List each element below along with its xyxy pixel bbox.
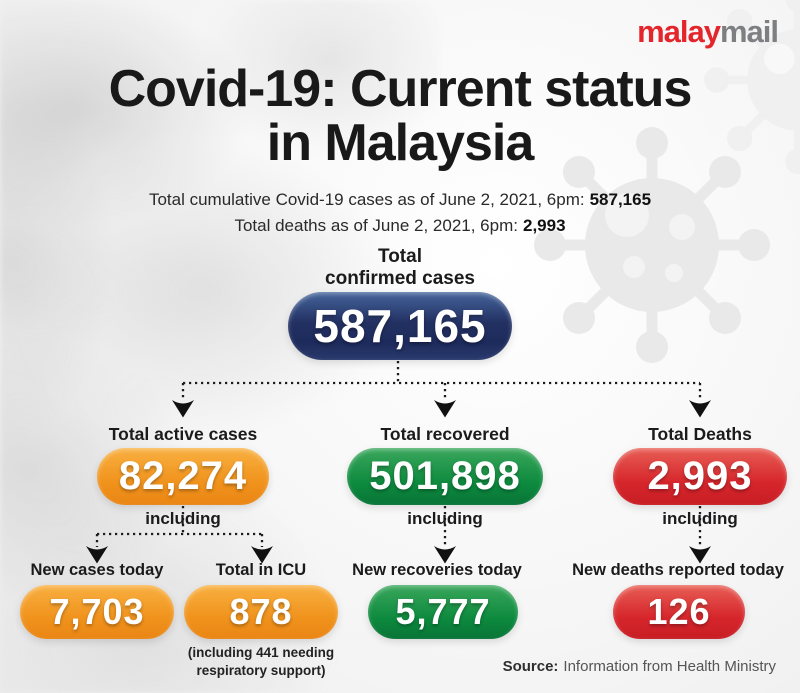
total-deaths-pill: 2,993	[613, 448, 787, 505]
active-including-label: including	[145, 509, 221, 528]
new-deaths-label: New deaths reported today	[572, 561, 784, 579]
recovered-label: Total recovered	[380, 424, 510, 444]
new-cases-label: New cases today	[30, 561, 164, 579]
title-line-2: in Malaysia	[266, 114, 534, 173]
summary-lines: Total cumulative Covid-19 cases as of Ju…	[0, 187, 800, 240]
new-cases-pill: 7,703	[20, 585, 174, 639]
total-deaths-label: Total Deaths	[648, 424, 752, 444]
summary-total-deaths: Total deaths as of June 2, 2021, 6pm: 2,9…	[234, 216, 566, 236]
total-confirmed-label: Total confirmed cases	[325, 246, 475, 289]
logo-mail: mail	[719, 14, 779, 49]
logo-malay: malay	[637, 14, 721, 49]
active-cases-pill: 82,274	[97, 448, 269, 505]
icu-pill: 878	[184, 585, 338, 639]
source-label: Source:	[502, 658, 559, 675]
active-cases-label: Total active cases	[108, 424, 258, 444]
malaymail-logo: malaymail	[637, 14, 779, 50]
new-recoveries-pill: 5,777	[368, 585, 518, 639]
new-recoveries-label: New recoveries today	[352, 561, 522, 579]
deaths-including-label: including	[662, 509, 738, 528]
source-line: Source: Information from Health Ministry	[503, 658, 776, 675]
summary-cumulative-cases: Total cumulative Covid-19 cases as of Ju…	[148, 190, 652, 209]
title-line-1: Covid-19: Current status	[108, 60, 693, 118]
recovered-pill: 501,898	[347, 448, 543, 505]
recovered-including-label: including	[407, 509, 483, 528]
source-text: Information from Health Ministry	[563, 658, 776, 675]
cumulative-cases-value: 587,165	[589, 190, 652, 209]
icu-label: Total in ICU	[215, 561, 307, 579]
total-confirmed-pill: 587,165	[288, 292, 512, 360]
page-title: Covid-19: Current status in Malaysia	[0, 62, 800, 170]
new-deaths-pill: 126	[613, 585, 745, 639]
total-deaths-value: 2,993	[522, 216, 566, 236]
icu-note: (including 441 needing respiratory suppo…	[187, 645, 335, 678]
